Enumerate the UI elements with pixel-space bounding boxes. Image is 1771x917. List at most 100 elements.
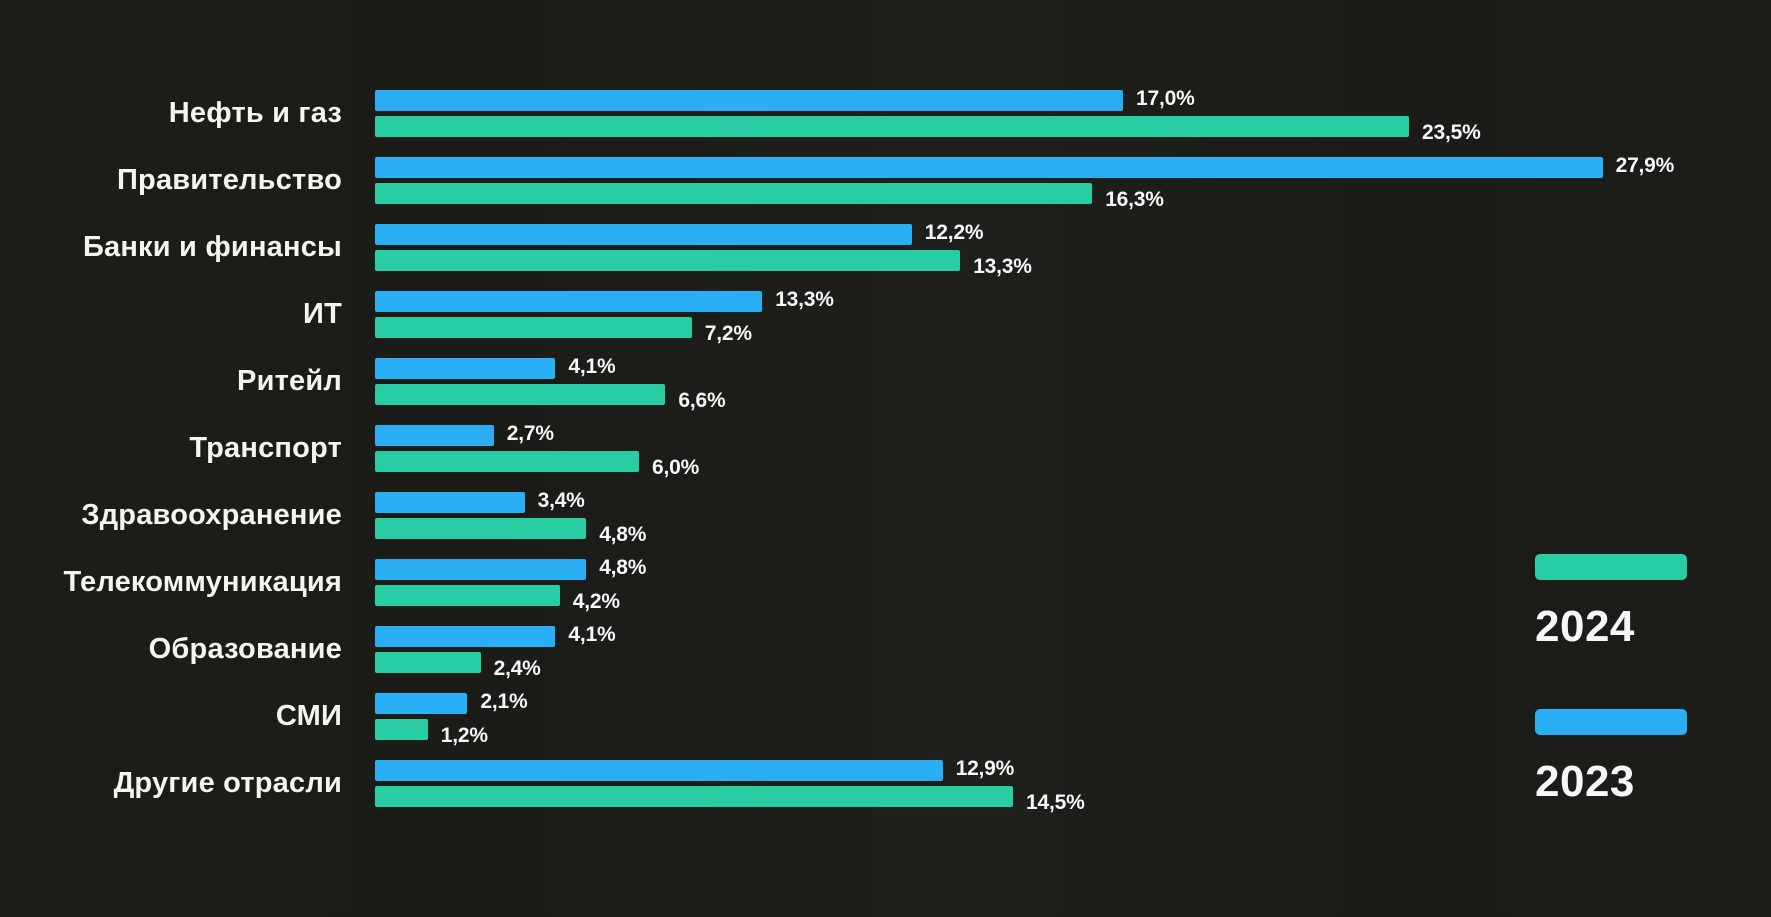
legend-item-2024: 2024: [1535, 554, 1735, 652]
bar-line-2024: 6,6%: [375, 384, 1771, 411]
bar-2023: [375, 90, 1123, 111]
value-label-2024: 23,5%: [1422, 120, 1481, 144]
bar-line-2024: 4,2%: [375, 585, 1771, 612]
bar-2023: [375, 760, 943, 781]
legend-item-2023: 2023: [1535, 709, 1735, 807]
category-label: Правительство: [116, 164, 342, 196]
bar-2024: [375, 652, 481, 673]
bar-line-2024: 7,2%: [375, 317, 1771, 344]
category-label: Ритейл: [237, 365, 342, 397]
value-label-2024: 4,8%: [599, 522, 647, 546]
value-label-2024: 6,6%: [678, 388, 726, 412]
bar-line-2023: 27,9%: [375, 153, 1771, 178]
bar-2023: [375, 425, 494, 446]
bar-line-2023: 4,1%: [375, 354, 1771, 379]
bar-2023: [375, 626, 556, 647]
value-label-2023: 4,8%: [599, 555, 647, 579]
bar-pair: 12,9% 14,5%: [375, 756, 1771, 813]
bar-pair: 3,4% 4,8%: [375, 488, 1771, 545]
bar-2024: [375, 183, 1093, 204]
bar-line-2023: 12,9%: [375, 756, 1771, 781]
bar-2024: [375, 317, 692, 338]
category-label: СМИ: [275, 700, 342, 732]
chart-row: Телекоммуникация 4,8% 4,2%: [0, 549, 1771, 616]
value-label-2024: 4,2%: [572, 589, 620, 613]
value-label-2023: 12,9%: [955, 756, 1015, 780]
legend-label-2024: 2024: [1535, 602, 1635, 651]
value-label-2024: 13,3%: [973, 254, 1032, 278]
chart-row: Образование 4,1% 2,4%: [0, 616, 1771, 683]
bar-2024: [375, 384, 666, 405]
value-label-2023: 2,7%: [506, 421, 554, 445]
bar-pair: 17,0% 23,5%: [375, 86, 1771, 143]
value-label-2024: 14,5%: [1026, 790, 1085, 814]
chart-row: СМИ 2,1% 1,2%: [0, 683, 1771, 750]
value-label-2024: 7,2%: [704, 321, 752, 345]
category-label: Нефть и газ: [168, 97, 342, 129]
chart-row: Правительство 27,9% 16,3%: [0, 147, 1771, 214]
bar-2024: [375, 786, 1013, 807]
bar-line-2023: 2,1%: [375, 689, 1771, 714]
legend: 2024 2023: [1535, 554, 1735, 807]
chart-row: Транспорт 2,7% 6,0%: [0, 415, 1771, 482]
bar-line-2023: 12,2%: [375, 221, 1771, 245]
bar-line-2024: 13,3%: [375, 250, 1771, 277]
bar-line-2024: 14,5%: [375, 786, 1771, 813]
bar-line-2024: 4,8%: [375, 518, 1771, 545]
bar-pair: 2,1% 1,2%: [375, 689, 1771, 746]
value-label-2023: 27,9%: [1615, 153, 1675, 177]
bar-pair: 12,2% 13,3%: [375, 221, 1771, 277]
chart-row: ИТ 13,3% 7,2%: [0, 281, 1771, 348]
bar-2024: [375, 719, 428, 740]
legend-label-2023: 2023: [1535, 757, 1635, 806]
bar-line-2024: 1,2%: [375, 719, 1771, 746]
bar-2024: [375, 116, 1409, 137]
bar-pair: 13,3% 7,2%: [375, 287, 1771, 344]
bar-2023: [375, 157, 1603, 178]
bar-line-2023: 3,4%: [375, 488, 1771, 513]
bar-chart: Нефть и газ 17,0% 23,5% Правительство 27…: [0, 80, 1771, 817]
value-label-2023: 4,1%: [568, 354, 616, 378]
category-label: Здравоохранение: [81, 499, 342, 531]
bar-2023: [375, 358, 556, 379]
value-label-2023: 2,1%: [480, 689, 528, 713]
bar-2024: [375, 518, 587, 539]
bar-2023: [375, 224, 912, 245]
value-label-2024: 16,3%: [1105, 187, 1164, 211]
value-label-2024: 6,0%: [652, 455, 700, 479]
legend-swatch-2023: [1535, 709, 1687, 735]
legend-swatch-2024: [1535, 554, 1687, 580]
bar-line-2023: 4,8%: [375, 555, 1771, 580]
chart-row: Банки и финансы 12,2% 13,3%: [0, 214, 1771, 281]
value-label-2023: 3,4%: [537, 488, 585, 512]
bar-line-2023: 13,3%: [375, 287, 1771, 312]
bar-2024: [375, 585, 560, 606]
bar-pair: 4,8% 4,2%: [375, 555, 1771, 612]
value-label-2024: 2,4%: [493, 656, 541, 680]
bar-line-2024: 16,3%: [375, 183, 1771, 210]
bar-line-2023: 17,0%: [375, 86, 1771, 111]
chart-row: Ритейл 4,1% 6,6%: [0, 348, 1771, 415]
value-label-2023: 13,3%: [775, 287, 834, 311]
bar-pair: 2,7% 6,0%: [375, 421, 1771, 478]
bar-pair: 4,1% 6,6%: [375, 354, 1771, 411]
bar-line-2024: 6,0%: [375, 451, 1771, 478]
value-label-2023: 4,1%: [568, 622, 616, 646]
bar-2024: [375, 451, 639, 472]
category-label: Банки и финансы: [82, 231, 342, 263]
bar-line-2023: 2,7%: [375, 421, 1771, 446]
bar-2023: [375, 492, 525, 513]
category-label: Другие отрасли: [113, 767, 342, 799]
category-label: Телекоммуникация: [63, 566, 342, 598]
category-label: ИТ: [303, 298, 342, 330]
bar-2023: [375, 559, 587, 580]
value-label-2024: 1,2%: [440, 723, 488, 747]
chart-row: Другие отрасли 12,9% 14,5%: [0, 750, 1771, 817]
bar-line-2024: 2,4%: [375, 652, 1771, 679]
chart-row: Нефть и газ 17,0% 23,5%: [0, 80, 1771, 147]
value-label-2023: 17,0%: [1136, 86, 1195, 110]
category-label: Транспорт: [189, 432, 342, 464]
category-label: Образование: [148, 633, 342, 665]
bar-pair: 4,1% 2,4%: [375, 622, 1771, 679]
